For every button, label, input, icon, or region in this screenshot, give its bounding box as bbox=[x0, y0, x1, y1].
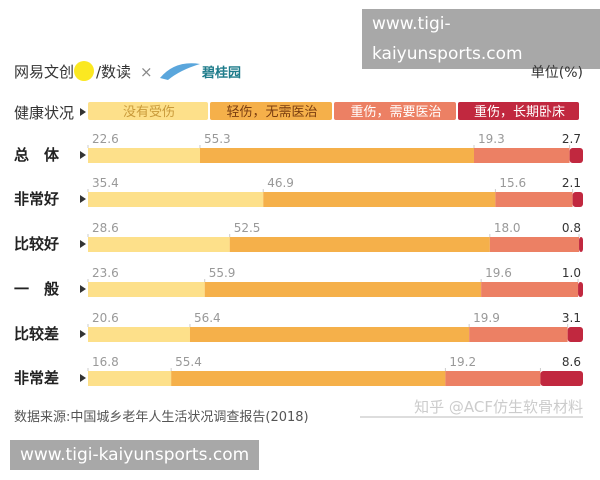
bar-segment bbox=[469, 327, 568, 342]
category-label: 总 体 bbox=[14, 146, 60, 164]
brand-logo-dot bbox=[74, 61, 94, 81]
bar-segment bbox=[263, 192, 496, 207]
data-label: 19.3 bbox=[478, 132, 505, 146]
bar-row: 比较好 28.6 52.5 18.0 0.8 bbox=[14, 221, 583, 253]
data-label: 55.9 bbox=[209, 266, 236, 280]
bar-segment bbox=[88, 192, 264, 207]
data-label: 35.4 bbox=[92, 176, 119, 190]
data-label: 20.6 bbox=[92, 311, 119, 325]
legend-swatch bbox=[210, 102, 332, 120]
bar-segment bbox=[199, 148, 474, 163]
bar-segment bbox=[578, 282, 583, 297]
row-arrow-icon bbox=[80, 285, 86, 293]
legend-arrow-icon bbox=[80, 108, 86, 116]
legend-label: 重伤，需要医治 bbox=[350, 104, 441, 120]
watermark-top: www.tigi-kaiyunsports.com bbox=[362, 9, 600, 69]
partner-logo-icon bbox=[160, 63, 200, 80]
legend-title: 健康状况 bbox=[14, 104, 74, 122]
data-label: 16.8 bbox=[92, 355, 119, 369]
legend-swatch bbox=[334, 102, 456, 120]
category-label: 非常差 bbox=[14, 369, 59, 387]
data-label: 28.6 bbox=[92, 221, 119, 235]
legend-label: 没有受伤 bbox=[123, 105, 175, 120]
watermark-bottom: www.tigi-kaiyunsports.com bbox=[10, 440, 260, 470]
data-label: 22.6 bbox=[92, 132, 119, 146]
data-label: 15.6 bbox=[499, 176, 526, 190]
data-label: 8.6 bbox=[562, 355, 581, 369]
category-label: 比较差 bbox=[14, 325, 59, 343]
source-text: 数据来源:中国城乡老年人生活状况调查报告(2018) bbox=[14, 410, 309, 425]
brand2-text: /数读 bbox=[96, 63, 131, 81]
data-label: 2.1 bbox=[562, 176, 581, 190]
data-label: 3.1 bbox=[562, 311, 581, 325]
bar-segment bbox=[473, 148, 570, 163]
data-label: 55.3 bbox=[204, 132, 231, 146]
row-arrow-icon bbox=[80, 374, 86, 382]
data-label: 19.2 bbox=[449, 355, 476, 369]
data-label: 19.9 bbox=[473, 311, 500, 325]
partner-text: 碧桂园 bbox=[201, 65, 241, 81]
bar-row: 总 体 22.6 55.3 19.3 2.7 bbox=[14, 132, 583, 164]
bar-segment bbox=[229, 237, 490, 252]
data-label: 55.4 bbox=[175, 355, 202, 369]
brand-text: 网易文创 bbox=[14, 63, 74, 81]
cross-text: × bbox=[140, 63, 153, 81]
bar-segment bbox=[88, 371, 172, 386]
category-label: 比较好 bbox=[14, 235, 59, 253]
category-label: 一 般 bbox=[14, 280, 59, 298]
bar-segment bbox=[540, 371, 583, 386]
unit-label: 单位(%) bbox=[531, 65, 583, 81]
bar-segment bbox=[489, 237, 580, 252]
bar-segment bbox=[572, 192, 583, 207]
data-label: 19.6 bbox=[485, 266, 512, 280]
bar-segment bbox=[88, 327, 190, 342]
row-arrow-icon bbox=[80, 195, 86, 203]
legend-swatch bbox=[88, 102, 208, 120]
bar-segment bbox=[569, 148, 583, 163]
bar-segment bbox=[445, 371, 541, 386]
data-label: 56.4 bbox=[194, 311, 221, 325]
bar-row: 一 般 23.6 55.9 19.6 1.0 bbox=[14, 266, 583, 298]
data-label: 23.6 bbox=[92, 266, 119, 280]
bar-row: 非常差 16.8 55.4 19.2 8.6 bbox=[14, 355, 583, 387]
data-label: 0.8 bbox=[562, 221, 581, 235]
bar-segment bbox=[567, 327, 583, 342]
data-label: 18.0 bbox=[494, 221, 521, 235]
legend-swatch bbox=[458, 102, 579, 120]
bar-segment bbox=[481, 282, 579, 297]
row-arrow-icon bbox=[80, 151, 86, 159]
bar-segment bbox=[88, 282, 205, 297]
bar-row: 非常好 35.4 46.9 15.6 2.1 bbox=[14, 176, 583, 208]
legend-label: 轻伤，无需医治 bbox=[226, 105, 317, 120]
bar-segment bbox=[204, 282, 482, 297]
bar-segment bbox=[171, 371, 446, 386]
credit-text: 知乎 @ACF仿生软骨材料 bbox=[414, 398, 583, 416]
bar-segment bbox=[579, 237, 583, 252]
data-label: 46.9 bbox=[267, 176, 294, 190]
category-label: 非常好 bbox=[14, 190, 59, 208]
data-label: 52.5 bbox=[234, 221, 261, 235]
bar-segment bbox=[495, 192, 573, 207]
bar-row: 比较差 20.6 56.4 19.9 3.1 bbox=[14, 311, 583, 343]
data-label: 2.7 bbox=[562, 132, 581, 146]
bar-segment bbox=[189, 327, 470, 342]
row-arrow-icon bbox=[80, 330, 86, 338]
bar-segment bbox=[88, 237, 230, 252]
data-label: 1.0 bbox=[562, 266, 581, 280]
legend-label: 重伤，长期卧床 bbox=[474, 104, 565, 120]
row-arrow-icon bbox=[80, 240, 86, 248]
bar-segment bbox=[88, 148, 200, 163]
